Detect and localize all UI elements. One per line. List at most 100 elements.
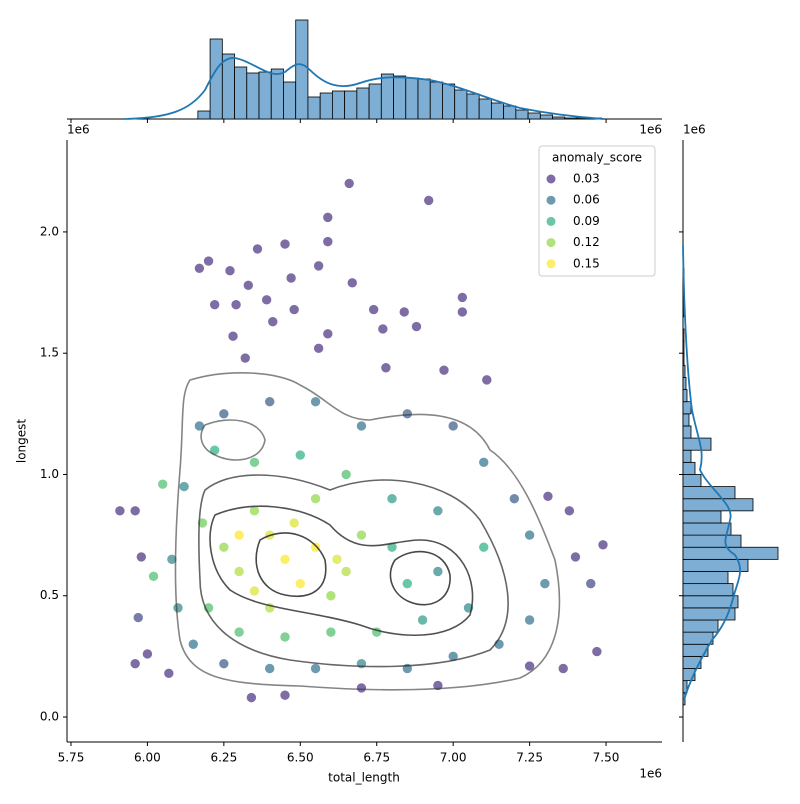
point bbox=[597, 539, 609, 551]
point bbox=[178, 481, 190, 492]
hist-bar bbox=[442, 83, 456, 120]
y-tick-label: 2.0 bbox=[40, 224, 59, 238]
hist-bar bbox=[682, 534, 742, 548]
legend-marker bbox=[546, 259, 556, 269]
hist-bar bbox=[246, 72, 260, 120]
kde-contour bbox=[255, 532, 327, 597]
kde-contours bbox=[174, 372, 561, 691]
hist-bar bbox=[539, 114, 553, 120]
point bbox=[564, 505, 575, 517]
hist-bar bbox=[221, 53, 235, 120]
hist-bar bbox=[429, 81, 443, 120]
hist-bar bbox=[478, 98, 492, 120]
legend-label: 0.15 bbox=[573, 256, 600, 270]
hist-bar bbox=[682, 595, 739, 609]
point bbox=[279, 631, 291, 643]
point bbox=[129, 505, 141, 517]
point bbox=[481, 374, 493, 386]
point bbox=[227, 330, 239, 342]
hist-bar bbox=[682, 425, 692, 439]
hist-bar bbox=[682, 364, 686, 378]
point bbox=[322, 328, 334, 340]
hist-bar bbox=[682, 328, 685, 342]
point bbox=[264, 396, 276, 408]
point bbox=[233, 626, 245, 638]
point bbox=[478, 457, 490, 468]
point bbox=[340, 469, 352, 480]
point bbox=[313, 343, 324, 354]
point bbox=[294, 578, 306, 589]
point bbox=[294, 449, 306, 461]
legend: anomaly_score 0.03 0.06 0.09 0.12 0.15 bbox=[538, 145, 656, 277]
point bbox=[368, 304, 379, 315]
point bbox=[224, 265, 236, 277]
point bbox=[557, 663, 569, 674]
histogram bbox=[197, 19, 602, 120]
point bbox=[539, 578, 551, 589]
point bbox=[570, 551, 581, 563]
hist-bar bbox=[405, 77, 419, 120]
point bbox=[356, 420, 367, 432]
point bbox=[447, 651, 459, 662]
point bbox=[279, 554, 291, 565]
point bbox=[239, 352, 251, 364]
x-offset: 1e6 bbox=[639, 767, 662, 781]
point bbox=[218, 658, 230, 669]
point bbox=[142, 648, 153, 660]
legend-marker bbox=[546, 238, 556, 248]
hist-bar bbox=[682, 449, 692, 463]
hist-bar bbox=[527, 112, 541, 120]
hist-bar bbox=[682, 510, 722, 524]
point bbox=[322, 236, 334, 247]
x-tick-label: 7.50 bbox=[593, 751, 620, 765]
point bbox=[524, 614, 535, 626]
point bbox=[457, 292, 468, 303]
point bbox=[346, 277, 358, 289]
hist-bar bbox=[356, 87, 370, 120]
point bbox=[230, 299, 242, 310]
y-tick-label: 0.5 bbox=[40, 588, 59, 602]
point bbox=[249, 585, 260, 597]
kde-curve-top bbox=[123, 57, 605, 120]
hist-bar bbox=[344, 90, 358, 120]
point bbox=[187, 638, 199, 650]
kde-contour bbox=[198, 474, 509, 668]
point bbox=[114, 505, 126, 517]
hist-bar bbox=[258, 71, 272, 120]
point bbox=[423, 195, 435, 206]
hist-bar bbox=[515, 109, 529, 120]
point bbox=[310, 493, 321, 505]
y-tick-label: 0.0 bbox=[40, 710, 59, 724]
hist-bar bbox=[490, 102, 505, 120]
point bbox=[218, 408, 230, 420]
hist-bar bbox=[331, 90, 346, 120]
hist-bar bbox=[682, 522, 732, 536]
legend-marker bbox=[546, 174, 556, 184]
hist-bar bbox=[307, 96, 321, 120]
histogram bbox=[682, 267, 779, 706]
top-offset-left: 1e6 bbox=[67, 123, 90, 137]
point bbox=[267, 316, 279, 327]
hist-bar bbox=[380, 73, 394, 120]
point bbox=[340, 566, 352, 577]
point bbox=[166, 554, 178, 565]
legend-label: 0.09 bbox=[573, 214, 600, 228]
top-offset-right: 1e6 bbox=[639, 123, 662, 137]
hist-bar bbox=[682, 377, 687, 390]
legend-label: 0.06 bbox=[573, 193, 600, 207]
point bbox=[322, 212, 334, 223]
legend-marker bbox=[546, 216, 556, 226]
point bbox=[386, 493, 398, 505]
point bbox=[524, 529, 535, 541]
hist-bar bbox=[503, 105, 517, 120]
kde-contour bbox=[200, 419, 266, 461]
hist-bar bbox=[283, 81, 297, 120]
hist-bar bbox=[682, 413, 690, 427]
point bbox=[585, 578, 597, 589]
point bbox=[313, 260, 324, 272]
point bbox=[591, 646, 603, 657]
hist-bar bbox=[368, 83, 382, 120]
scatter-points bbox=[114, 178, 609, 703]
point bbox=[194, 263, 205, 274]
